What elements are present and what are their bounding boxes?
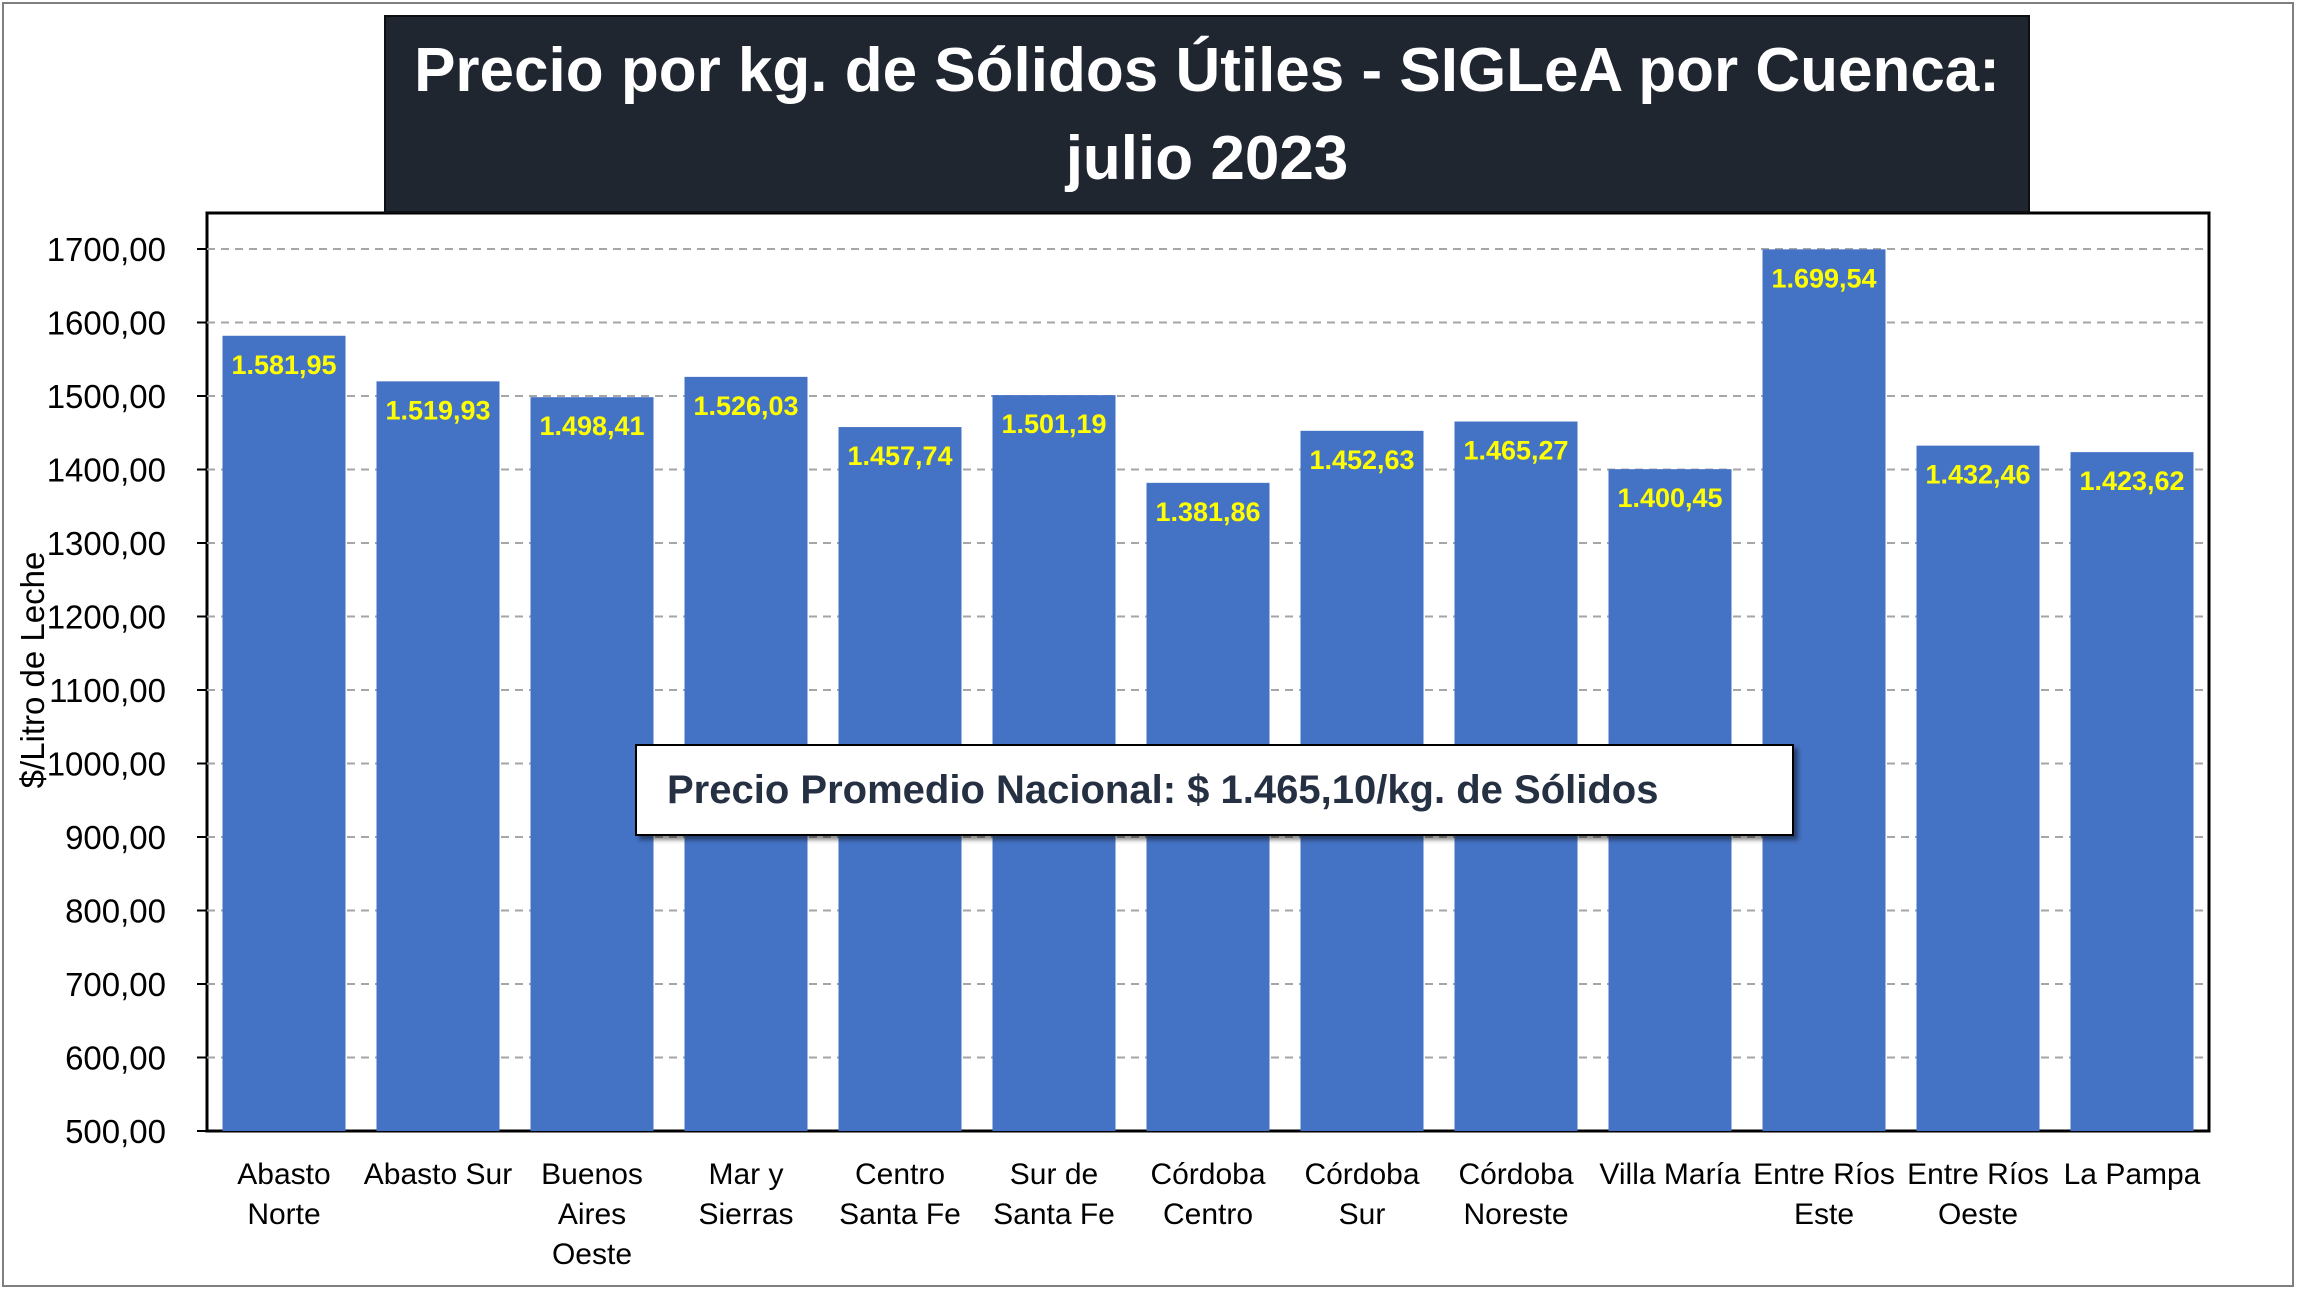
- x-category-label: Entre Ríos Este: [1753, 1158, 1895, 1231]
- bars: [222, 249, 2194, 1132]
- y-tick-label: 800,00: [65, 893, 166, 930]
- y-tick-label: 1700,00: [47, 231, 166, 268]
- data-label: 1.457,74: [847, 441, 952, 471]
- y-tick-label: 1000,00: [47, 746, 166, 783]
- national-average-annotation: Precio Promedio Nacional: $ 1.465,10/kg.…: [635, 744, 1794, 836]
- bar: [530, 397, 654, 1131]
- x-category-label: La Pampa: [2064, 1158, 2201, 1191]
- data-label: 1.581,95: [231, 350, 336, 380]
- x-category-label: Córdoba Sur: [1304, 1158, 1419, 1231]
- bar: [1916, 445, 2040, 1131]
- x-axis-categories: Abasto Norte Abasto Sur Buenos Aires Oeste Mar…: [237, 1158, 2200, 1271]
- bar: [222, 335, 346, 1132]
- chart-title: Precio por kg. de Sólidos Útiles - SIGLe…: [414, 36, 2000, 105]
- x-category-label: Buenos Aires Oeste: [541, 1158, 643, 1271]
- y-axis-label: $/Litro de Leche: [14, 552, 51, 789]
- data-label: 1.432,46: [1925, 460, 2030, 490]
- bar: [1762, 249, 1886, 1131]
- y-tick-label: 1100,00: [49, 672, 166, 709]
- x-category-label: Abasto Sur: [364, 1158, 512, 1191]
- y-tick-label: 1500,00: [47, 378, 166, 415]
- x-category-label: Córdoba Centro: [1150, 1158, 1265, 1231]
- y-tick-label: 1600,00: [47, 305, 166, 342]
- y-tick-label: 1400,00: [47, 452, 166, 489]
- chart-title-box: Precio por kg. de Sólidos Útiles - SIGLe…: [384, 15, 2030, 213]
- data-label: 1.699,54: [1771, 263, 1876, 293]
- y-tick-label: 600,00: [65, 1040, 166, 1077]
- data-label: 1.498,41: [539, 411, 644, 441]
- data-label: 1.400,45: [1617, 483, 1722, 513]
- y-tick-label: 1200,00: [47, 599, 166, 636]
- y-tick-label: 500,00: [65, 1113, 166, 1150]
- data-label: 1.381,86: [1155, 497, 1260, 527]
- data-label: 1.423,62: [2079, 466, 2184, 496]
- y-axis-ticks: 500,00 600,00 700,00 800,00 900,00 1000,00 110…: [47, 231, 207, 1150]
- data-label: 1.526,03: [693, 391, 798, 421]
- y-tick-label: 1300,00: [47, 525, 166, 562]
- x-category-label: Abasto Norte: [237, 1158, 330, 1231]
- x-category-label: Centro Santa Fe: [839, 1158, 961, 1231]
- data-label: 1.465,27: [1463, 436, 1568, 466]
- bar: [2070, 452, 2194, 1132]
- x-category-label: Villa María: [1599, 1158, 1740, 1191]
- y-tick-label: 900,00: [65, 819, 166, 856]
- x-category-label: Sur de Santa Fe: [993, 1158, 1115, 1231]
- chart-subtitle: julio 2023: [1065, 124, 1349, 193]
- data-label: 1.501,19: [1001, 409, 1106, 439]
- x-category-label: Mar y Sierras: [698, 1158, 793, 1231]
- x-category-label: Córdoba Noreste: [1458, 1158, 1573, 1231]
- bar: [376, 381, 500, 1131]
- data-label: 1.452,63: [1309, 445, 1414, 475]
- data-label: 1.519,93: [385, 395, 490, 425]
- y-tick-label: 700,00: [65, 966, 166, 1003]
- data-labels: 1.581,95 1.519,93 1.498,41 1.526,03 1.457,74…: [231, 263, 2184, 526]
- x-category-label: Entre Ríos Oeste: [1907, 1158, 2049, 1231]
